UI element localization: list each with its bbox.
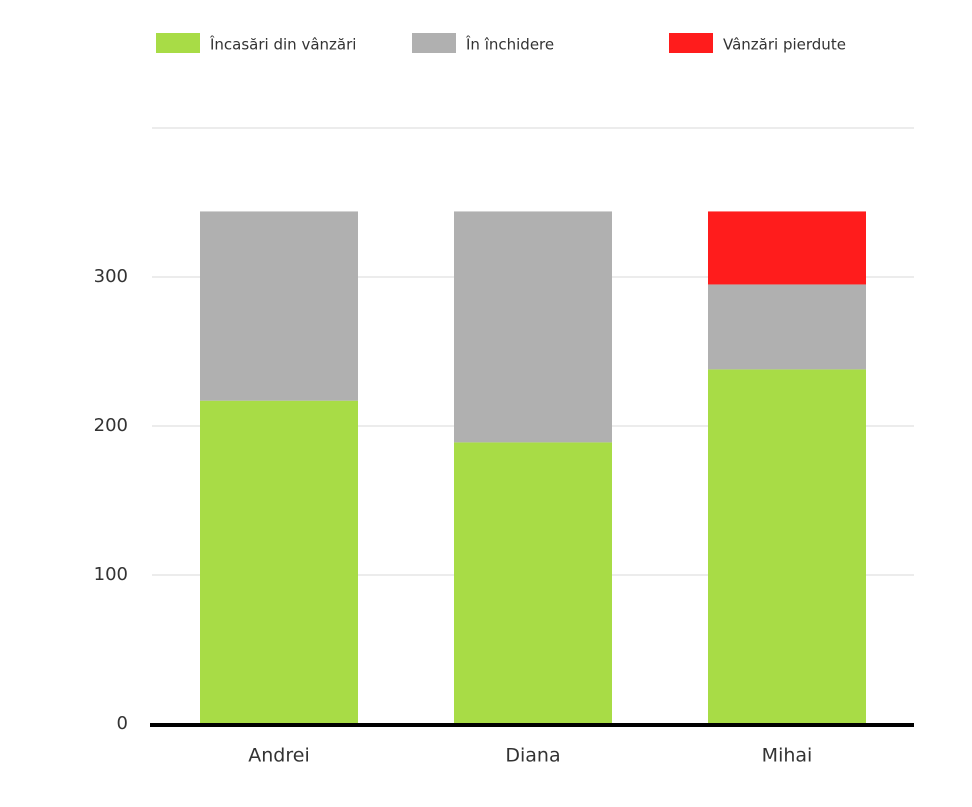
bar-segment <box>454 442 612 724</box>
y-tick-label: 0 <box>117 713 128 734</box>
x-tick-label: Mihai <box>762 745 813 767</box>
bar-segment <box>200 211 358 401</box>
y-tick-label: 200 <box>94 415 128 436</box>
y-tick-label: 300 <box>94 266 128 287</box>
legend-label: Vânzări pierdute <box>723 36 846 54</box>
x-tick-label: Andrei <box>248 745 309 767</box>
legend-label: În închidere <box>465 35 554 54</box>
y-tick-label: 100 <box>94 564 128 585</box>
legend-label: Încasări din vânzări <box>209 35 356 54</box>
bar-segment <box>708 284 866 370</box>
bar-segment <box>708 369 866 724</box>
bar-segment <box>454 211 612 443</box>
bar-segment <box>708 211 866 285</box>
legend-swatch <box>412 33 456 53</box>
legend-swatch <box>156 33 200 53</box>
x-tick-label: Diana <box>505 745 560 767</box>
legend-swatch <box>669 33 713 53</box>
bar-segment <box>200 400 358 724</box>
